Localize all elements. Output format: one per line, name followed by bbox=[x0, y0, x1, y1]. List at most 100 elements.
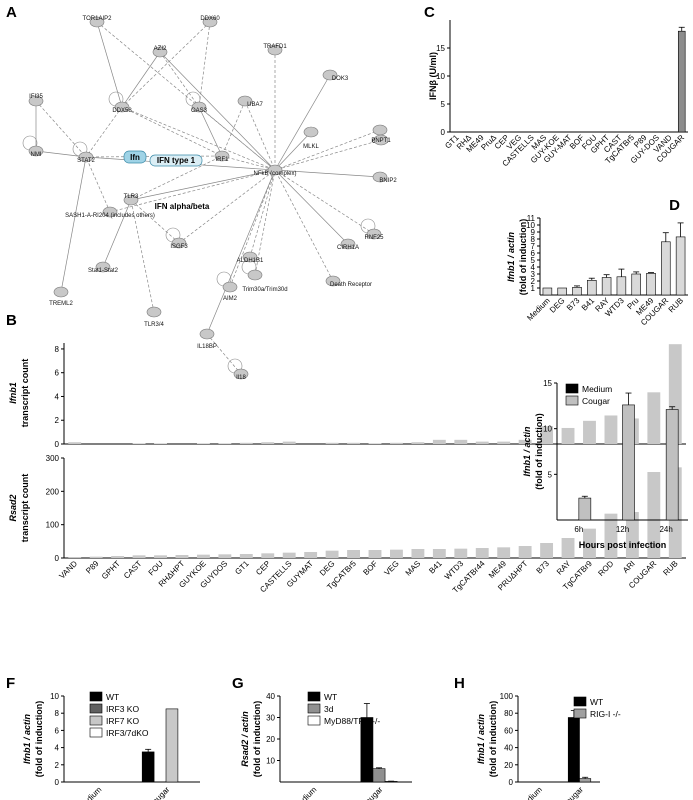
network-edge bbox=[178, 169, 276, 244]
panel-label-g: G bbox=[232, 675, 244, 692]
y-tick-label: 5 bbox=[531, 256, 536, 265]
hub-shape bbox=[149, 154, 203, 167]
x-tick-label: B73 bbox=[535, 559, 552, 576]
y-tick-label: 10 bbox=[543, 425, 552, 434]
bar bbox=[661, 241, 671, 296]
bar bbox=[665, 409, 679, 521]
bar bbox=[68, 442, 82, 444]
node-label: TLR3 bbox=[124, 194, 139, 200]
bar bbox=[141, 751, 155, 783]
network-edge bbox=[96, 21, 123, 108]
node-label: Stat1-Stat2 bbox=[88, 268, 119, 274]
bar bbox=[282, 552, 296, 558]
y-tick-label: 60 bbox=[504, 726, 513, 735]
bar bbox=[196, 554, 210, 558]
bar bbox=[625, 512, 639, 558]
x-tick-label: VAND bbox=[57, 559, 79, 581]
network-edge bbox=[198, 106, 223, 157]
y-tick-label: 5 bbox=[441, 100, 446, 109]
network-edge bbox=[130, 199, 155, 313]
legend-label: IRF3 KO bbox=[106, 704, 139, 714]
bar bbox=[497, 547, 511, 558]
node-label: Il18 bbox=[236, 375, 246, 381]
network-node: TLR3/4 bbox=[144, 306, 164, 328]
bar bbox=[454, 548, 468, 558]
node-label: Trim30a/Trim30d bbox=[242, 287, 287, 293]
panel-label-h: H bbox=[454, 675, 465, 692]
network-node: TREML2 bbox=[49, 286, 73, 307]
network-node: TLR3 bbox=[124, 194, 139, 206]
node-shape bbox=[233, 368, 249, 380]
y-tick-label: 8 bbox=[55, 709, 60, 718]
bar bbox=[325, 550, 339, 558]
y-tick-label: 4 bbox=[55, 744, 60, 753]
network-edge bbox=[159, 51, 276, 171]
legend-label: IRF7 KO bbox=[106, 716, 139, 726]
chart-f-irf: 0 2 4 6 8 10 Medium Cougar WT IRF3 KO IRF7 KO IRF3/… bbox=[22, 691, 200, 800]
y-tick-label: 0 bbox=[55, 440, 60, 449]
node-shape bbox=[102, 206, 118, 218]
network-edge bbox=[206, 333, 242, 375]
node-shape bbox=[214, 150, 230, 162]
y-axis-label: (fold of induction) bbox=[518, 219, 528, 295]
node-shape bbox=[152, 46, 168, 58]
node-shape bbox=[146, 306, 162, 318]
bar bbox=[540, 426, 554, 444]
y-axis-label: Rsad2 / actin bbox=[240, 711, 250, 767]
x-tick-label: RAY bbox=[555, 559, 573, 577]
network-node: IL18BP bbox=[197, 328, 217, 350]
network-edge bbox=[85, 155, 223, 158]
y-tick-label: 0 bbox=[441, 128, 446, 137]
network-diagram: TOR1AIP2 DDX60 AZI2 TRAFD1 DOK3 IFI35 DDX58 OAS… bbox=[22, 16, 397, 381]
chart-h-rigi: 0 20 40 60 80 100 Medium Cougar WT RIG-I -/- Ifnb1… bbox=[476, 692, 621, 800]
network-edge bbox=[85, 106, 123, 158]
x-tick-label: MAS bbox=[404, 559, 423, 578]
network-node: DDX58 bbox=[112, 101, 132, 114]
bar bbox=[89, 556, 103, 558]
network-node: Stat1-Stat2 bbox=[88, 261, 119, 274]
bar bbox=[604, 415, 618, 444]
node-shape bbox=[267, 164, 283, 176]
node-shape bbox=[340, 238, 356, 250]
bar bbox=[518, 439, 532, 444]
node-label: DDX60 bbox=[200, 16, 220, 22]
hub-label: Ifn bbox=[130, 153, 140, 162]
legend-label: WT bbox=[324, 692, 337, 702]
node-label: STAT2 bbox=[77, 158, 95, 164]
network-node: STAT2 bbox=[77, 151, 96, 164]
bar bbox=[175, 555, 189, 558]
network-edge bbox=[244, 100, 276, 171]
node-label: IFI35 bbox=[29, 94, 43, 100]
bar bbox=[154, 443, 167, 444]
x-tick-label: B41 bbox=[580, 296, 597, 313]
node-label: ISGF3 bbox=[170, 244, 188, 250]
bar bbox=[572, 286, 582, 296]
legend-swatch bbox=[307, 691, 321, 702]
node-label: OAS3 bbox=[191, 108, 208, 114]
panel-label-a: A bbox=[6, 4, 17, 21]
bar bbox=[196, 443, 210, 444]
node-shape bbox=[325, 275, 341, 287]
network-edge bbox=[229, 169, 276, 288]
bar bbox=[578, 497, 592, 521]
network-node: ALDH1B1 bbox=[237, 251, 264, 264]
node-label: RNF25 bbox=[364, 235, 384, 241]
bar bbox=[454, 439, 468, 444]
legend-label: IRF3/7dKO bbox=[106, 728, 149, 738]
network-node: DDX60 bbox=[200, 16, 220, 28]
network-node: Death Receptor bbox=[325, 275, 372, 288]
network-edge bbox=[274, 139, 382, 171]
node-shape bbox=[78, 151, 94, 163]
y-tick-label: 10 bbox=[266, 757, 275, 766]
network-edge bbox=[35, 150, 87, 158]
y-tick-label: 40 bbox=[504, 744, 513, 753]
y-axis-label: (fold of induction) bbox=[34, 701, 44, 777]
network-node: NFkB (complex) bbox=[253, 164, 297, 177]
bar bbox=[239, 554, 253, 558]
y-axis-label: (fold of induction) bbox=[252, 701, 262, 777]
x-tick-label: DEG bbox=[318, 559, 337, 578]
bar bbox=[604, 513, 618, 558]
legend-label: WT bbox=[590, 697, 603, 707]
